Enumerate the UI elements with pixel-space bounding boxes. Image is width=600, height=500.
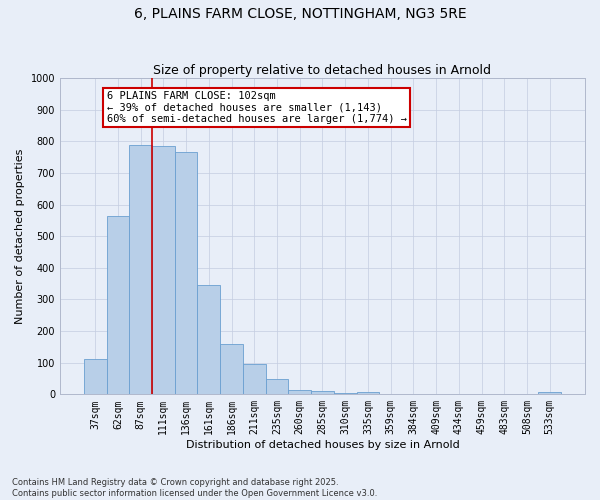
Text: 6, PLAINS FARM CLOSE, NOTTINGHAM, NG3 5RE: 6, PLAINS FARM CLOSE, NOTTINGHAM, NG3 5R… [134,8,466,22]
Bar [289,390,311,394]
Y-axis label: Number of detached properties: Number of detached properties [15,148,25,324]
Bar [84,358,107,394]
Bar [197,286,220,395]
Bar [311,391,334,394]
Bar [220,344,243,394]
Title: Size of property relative to detached houses in Arnold: Size of property relative to detached ho… [154,64,491,77]
Bar [107,216,129,394]
Bar [243,364,266,394]
Bar [129,144,152,394]
X-axis label: Distribution of detached houses by size in Arnold: Distribution of detached houses by size … [185,440,460,450]
Bar [334,393,356,394]
Text: 6 PLAINS FARM CLOSE: 102sqm
← 39% of detached houses are smaller (1,143)
60% of : 6 PLAINS FARM CLOSE: 102sqm ← 39% of det… [107,91,407,124]
Bar [538,392,561,394]
Bar [175,152,197,394]
Bar [356,392,379,394]
Text: Contains HM Land Registry data © Crown copyright and database right 2025.
Contai: Contains HM Land Registry data © Crown c… [12,478,377,498]
Bar [266,378,289,394]
Bar [152,146,175,394]
